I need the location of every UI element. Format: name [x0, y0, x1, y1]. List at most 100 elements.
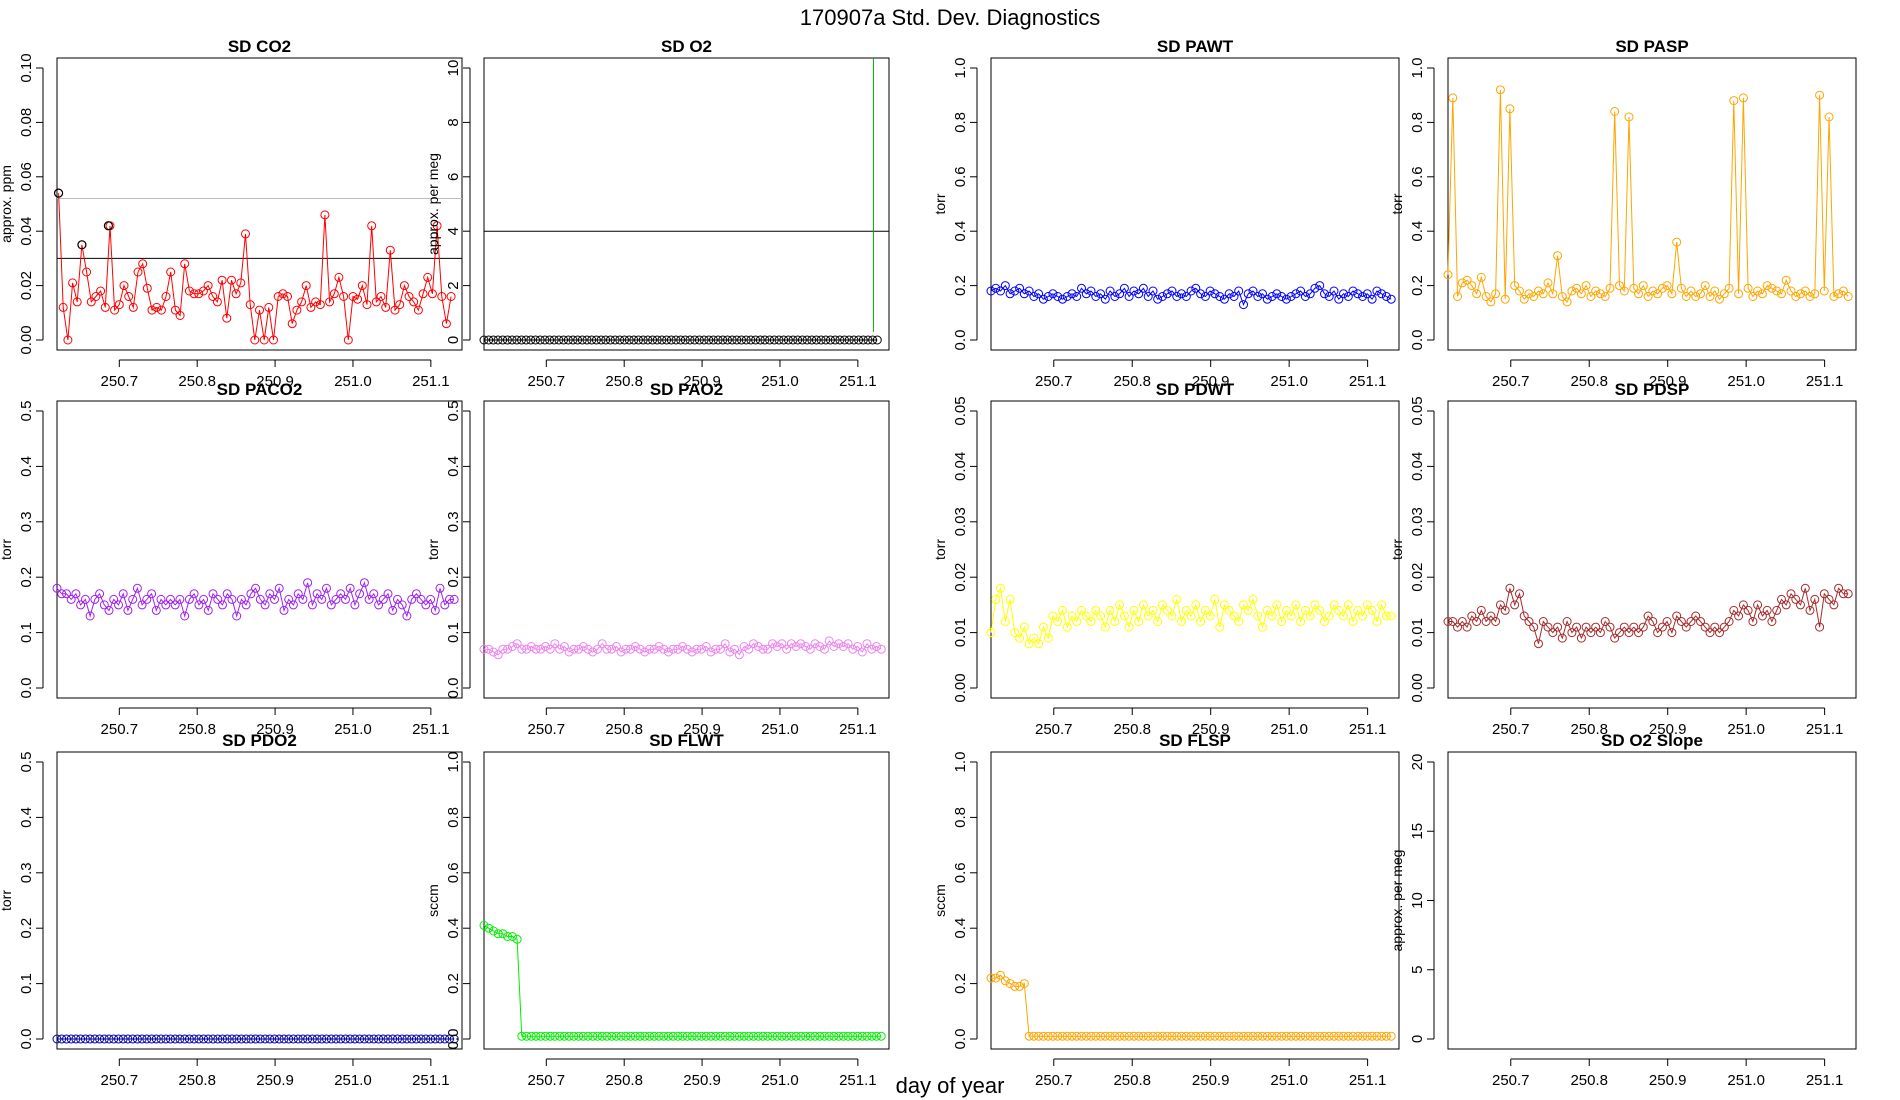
panel-sd-co2-data-point — [72, 297, 82, 307]
panel-sd-co2-data-point — [427, 289, 437, 299]
panel-sd-flwt-data-point — [725, 1031, 735, 1041]
panel-sd-paco2-data-point — [199, 594, 209, 604]
panel-sd-flwt-data-point — [673, 1031, 683, 1041]
panel-sd-pao2-data-point — [588, 647, 598, 657]
panel-sd-flsp-data-point — [1129, 1031, 1139, 1041]
panel-sd-flwt-data-point — [479, 920, 489, 930]
panel-sd-pdwt-data-point — [1005, 594, 1015, 604]
panel-sd-pdsp-data-point — [1476, 605, 1486, 615]
panel-sd-o2-data-point — [545, 335, 555, 345]
panel-sd-pdo2-data-point — [298, 1034, 308, 1044]
panel-sd-flwt-data-point — [744, 1031, 754, 1041]
panel-sd-o2-data-point — [554, 335, 564, 345]
panel-sd-paco2-data-point — [322, 583, 331, 593]
panel-sd-o2-x-tick-label: 251.0 — [761, 373, 799, 390]
panel-sd-pawt-data-point — [1172, 292, 1182, 301]
panel-sd-pawt-data-point — [1115, 289, 1125, 299]
panel-sd-pao2-data-point — [838, 642, 848, 651]
panel-sd-pdwt-data-point — [1167, 611, 1177, 621]
panel-sd-paco2-data-point — [359, 578, 369, 588]
panel-sd-flwt-data-point — [611, 1031, 621, 1041]
panel-sd-flwt-data-point — [583, 1031, 593, 1041]
panel-sd-pao2-data-point — [867, 644, 877, 654]
panel-sd-pao2-data-point — [687, 647, 697, 657]
panel-sd-o2-data-point — [840, 335, 849, 345]
panel-sd-paco2-data-point — [109, 594, 119, 604]
panel-sd-pawt-data-point — [1329, 286, 1339, 296]
panel-sd-paco2-x-tick-label: 250.7 — [101, 721, 139, 738]
panel-sd-pdsp: SD PDSP 0.00 0.01 0.02 0.03 0.04 0.05 torr 250.7… — [1389, 380, 1857, 738]
panel-sd-flsp-data-point — [1086, 1031, 1096, 1041]
panel-sd-pao2-data-point — [768, 639, 777, 649]
panel-sd-pasp-data-point — [1453, 292, 1462, 301]
panel-sd-pdwt-data-point — [1081, 611, 1091, 621]
panel-sd-pdsp-data-point — [1719, 622, 1729, 632]
panel-sd-flwt-data-point — [692, 1031, 702, 1041]
panel-sd-pao2-x-tick-label: 250.8 — [605, 721, 643, 738]
panel-sd-pasp-x-tick-label: 250.7 — [1492, 373, 1530, 390]
panel-sd-o2-data-point — [634, 335, 643, 345]
panel-sd-pawt-data-point — [1239, 300, 1248, 310]
panel-sd-co2-data-point — [91, 292, 101, 301]
panel-sd-flsp-data-point — [1072, 1031, 1082, 1041]
panel-sd-flwt-data-point — [829, 1031, 839, 1041]
panel-sd-pdsp-x-tick-label: 250.7 — [1492, 721, 1530, 738]
panel-sd-co2-data-point — [404, 292, 414, 301]
panel-sd-o2-data-point — [694, 335, 704, 345]
panel-sd-pasp-data-point — [1791, 292, 1801, 301]
panel-sd-o2-data-point — [830, 335, 840, 345]
panel-sd-o2-data-point — [746, 335, 756, 345]
panel-sd-pao2-data-point — [597, 639, 607, 649]
panel-sd-co2-data-point — [100, 302, 110, 312]
panel-sd-pdsp-data-point — [1743, 605, 1753, 615]
panel-sd-o2-data-point — [620, 335, 629, 345]
panel-sd-pao2-data-point — [574, 644, 584, 654]
panel-sd-pdo2-data-point — [189, 1034, 199, 1044]
panel-sd-pdwt-y-tick-label: 0.01 — [952, 618, 969, 647]
panel-sd-flsp-data-point — [1239, 1031, 1248, 1041]
panel-sd-pawt-data-point — [1058, 294, 1067, 304]
panel-sd-o2-slope-y-tick-label: 0 — [1409, 1035, 1426, 1043]
panel-sd-pao2-data-point — [857, 647, 867, 657]
panel-sd-flsp-data-point — [1172, 1031, 1182, 1041]
panel-sd-o2-data-point — [657, 335, 667, 345]
panel-sd-paco2-series-line — [56, 581, 455, 618]
panel-sd-o2-data-point — [816, 335, 826, 345]
panel-sd-o2-data-point — [587, 335, 597, 345]
panel-sd-pawt-data-point — [1367, 294, 1377, 304]
panel-sd-co2-data-point — [133, 267, 143, 277]
panel-sd-flsp-data-point — [1048, 1031, 1058, 1041]
panel-sd-pawt-data-point — [1043, 292, 1053, 301]
panel-sd-o2-data-point — [755, 335, 765, 345]
panel-sd-paco2-data-point — [421, 600, 431, 610]
panel-sd-pao2-data-point — [782, 644, 792, 654]
panel-sd-paco2-y-tick-label: 0.3 — [18, 511, 35, 532]
panel-sd-co2-data-point — [194, 289, 204, 299]
panel-sd-pawt-data-point — [1343, 292, 1353, 301]
panel-sd-co2-data-point — [82, 267, 92, 277]
panel-sd-pao2-data-point — [682, 644, 692, 654]
panel-sd-pdsp-x-tick-label: 250.8 — [1570, 721, 1608, 738]
panel-sd-paco2-data-point — [90, 594, 100, 604]
panel-sd-pdsp-data-point — [1781, 600, 1791, 610]
panel-sd-pdsp-data-point — [1486, 611, 1496, 621]
panel-sd-flsp-y-tick-label: 1.0 — [952, 752, 969, 773]
panel-sd-flwt-data-point — [621, 1031, 631, 1041]
panel-sd-pdo2-data-point — [175, 1034, 185, 1044]
panel-sd-flwt-data-point — [602, 1031, 612, 1041]
panel-sd-pasp-frame — [1447, 57, 1857, 351]
panel-sd-co2-data-point — [119, 281, 129, 291]
panel-sd-pao2-data-point — [805, 644, 815, 654]
panel-sd-co2-data-point — [446, 292, 456, 301]
panel-sd-flwt-x-tick-label: 250.7 — [528, 1072, 566, 1089]
panel-sd-o2-data-point — [591, 335, 601, 345]
panel-sd-pawt-data-point — [1205, 286, 1215, 296]
panel-sd-paco2-data-point — [407, 594, 417, 604]
panel-sd-pdsp-data-point — [1762, 605, 1772, 615]
panel-sd-pasp-data-point — [1443, 270, 1453, 280]
panel-sd-pasp-data-point — [1510, 281, 1520, 291]
panel-sd-co2-data-point — [432, 221, 442, 231]
panel-sd-paco2-data-point — [426, 594, 436, 604]
panel-sd-pdwt-data-point — [1086, 617, 1096, 626]
panel-sd-pao2-data-point — [541, 642, 550, 651]
